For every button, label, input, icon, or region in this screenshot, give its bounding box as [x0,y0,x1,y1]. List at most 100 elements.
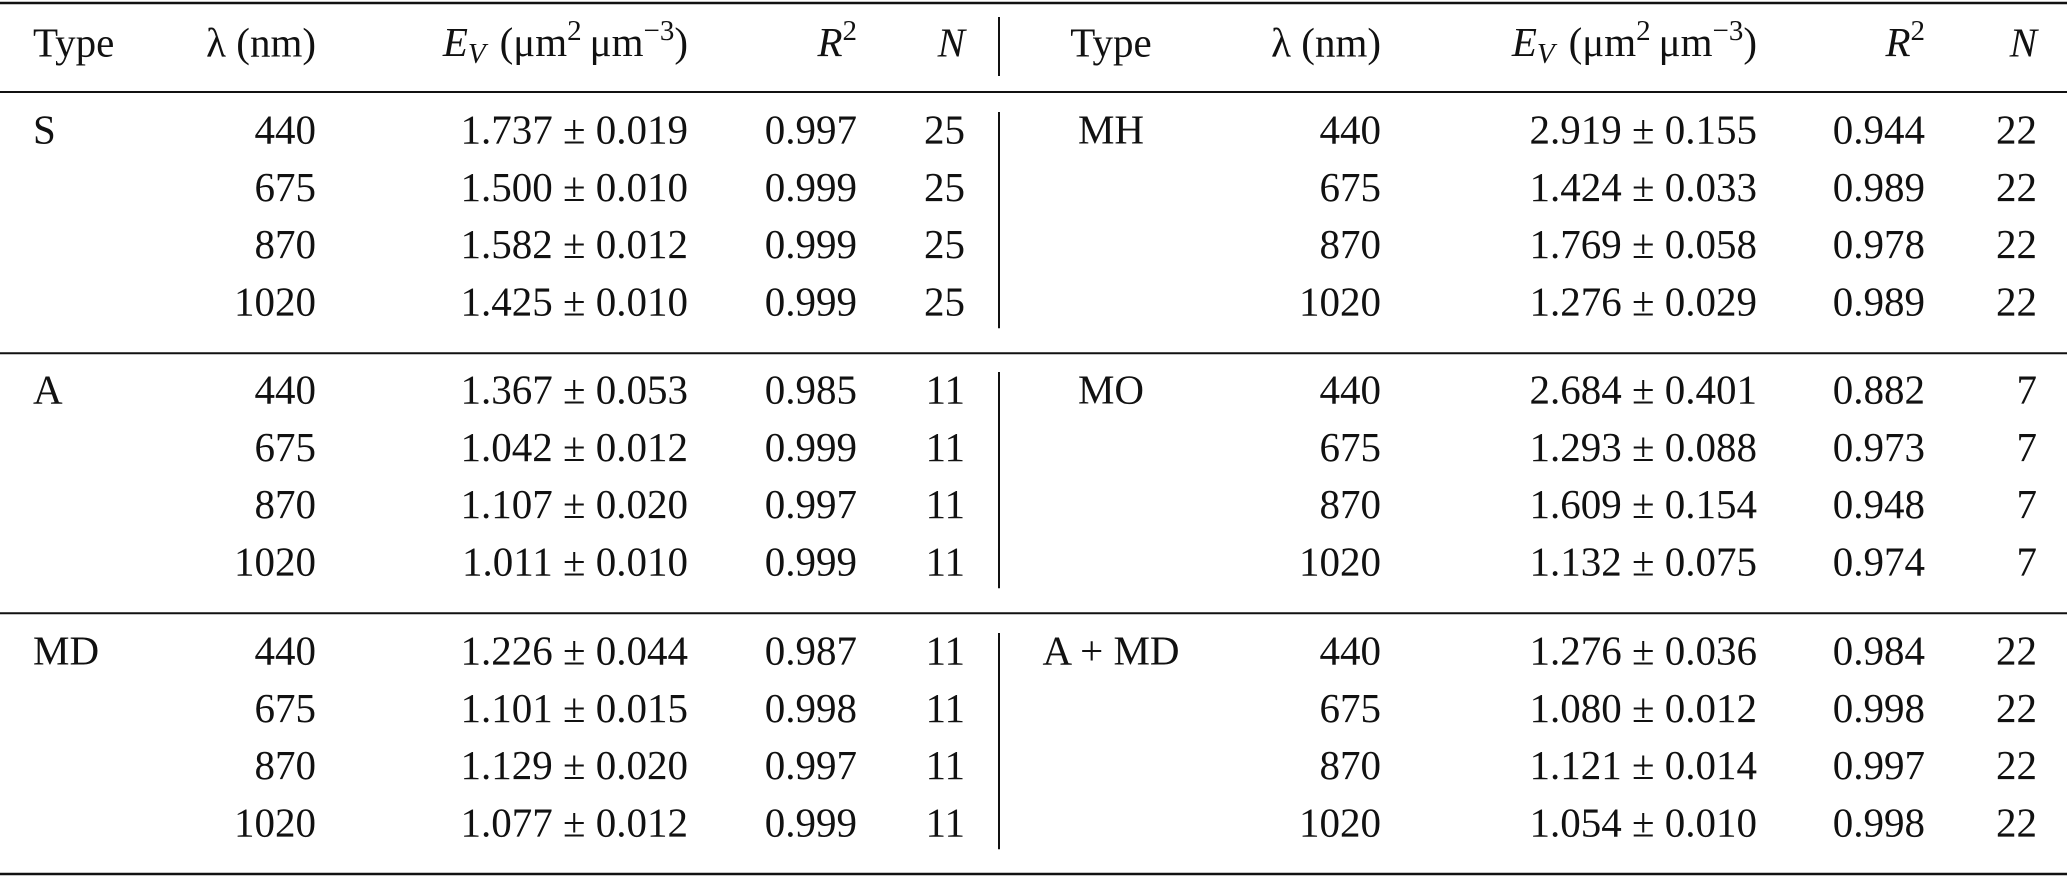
table-cell: 1.276 ± 0.029 [1529,279,1757,325]
table-cell: 440 [255,627,317,673]
table-cell: 1.042 ± 0.012 [460,424,688,470]
table-cell: 22 [1996,742,2037,788]
table-cell: 1.293 ± 0.088 [1529,424,1757,470]
table-cell: 1020 [1299,539,1381,585]
table-cell: 1.226 ± 0.044 [460,627,688,673]
header-cell: Type [33,19,114,65]
table-cell: 0.944 [1833,106,1925,152]
table-cell: 0.997 [765,742,857,788]
table-cell: 870 [255,481,317,527]
header-cell: λ (nm) [206,19,316,65]
table-cell: 1020 [234,279,316,325]
table-cell: 2.684 ± 0.401 [1529,366,1757,412]
table-cell: 440 [1320,366,1382,412]
table-cell: 870 [1320,221,1382,267]
table-cell: 1020 [1299,800,1381,846]
table-cell: 22 [1996,164,2037,210]
table-cell: 1.129 ± 0.020 [460,742,688,788]
table-cell: 0.999 [765,279,857,325]
header-unit: ) [1743,19,1757,65]
table-cell: 0.999 [765,800,857,846]
table-cell: 1020 [1299,279,1381,325]
table-cell: 1.609 ± 0.154 [1529,481,1757,527]
table-cell: 1.425 ± 0.010 [460,279,688,325]
table-cell: 0.998 [1833,800,1925,846]
header-cell: EV (μm2 μm−3) [442,15,688,70]
table-cell: 0.989 [1833,279,1925,325]
header-cell: N [937,19,968,65]
table-cell: 11 [926,800,965,846]
table-cell: 1.500 ± 0.010 [460,164,688,210]
table-cell: 22 [1996,279,2037,325]
table-cell: 22 [1996,221,2037,267]
header-unit: (μm [1569,19,1637,65]
table-cell: 0.987 [765,627,857,673]
table-cell: 25 [924,279,965,325]
header-unit: μm [1659,19,1713,65]
header-symbol: R [1884,19,1910,65]
header-superscript: 2 [567,15,582,47]
type-cell: S [33,106,56,152]
table-cell: 11 [926,627,965,673]
table-cell: 25 [924,164,965,210]
table-cell: 25 [924,106,965,152]
header-superscript: 2 [1911,15,1926,47]
table-cell: 11 [926,481,965,527]
table-cell: 1.582 ± 0.012 [460,221,688,267]
table-cell: 870 [1320,742,1382,788]
table-cell: 0.997 [1833,742,1925,788]
header-cell: N [2009,19,2040,65]
table-cell: 1.276 ± 0.036 [1529,627,1757,673]
table-cell: 440 [1320,106,1382,152]
type-cell: MO [1078,366,1144,412]
table-cell: 1.011 ± 0.010 [462,539,688,585]
table-cell: 1.132 ± 0.075 [1529,539,1757,585]
table-cell: 11 [926,424,965,470]
header-cell: R2 [816,15,857,66]
table-cell: 1.737 ± 0.019 [460,106,688,152]
table-cell: 1020 [234,800,316,846]
type-cell: MD [33,627,99,673]
header-unit: (μm [500,19,568,65]
table-cell: 870 [255,742,317,788]
table-cell: 1020 [234,539,316,585]
header-cell: λ (nm) [1271,19,1381,65]
header-cell: Type [1070,19,1151,65]
table-cell: 22 [1996,800,2037,846]
table-cell: 440 [255,106,317,152]
header-cell: R2 [1884,15,1925,66]
table-cell: 675 [1320,424,1382,470]
table-cell: 675 [1320,164,1382,210]
header-symbol: E [442,19,468,65]
table-cell: 0.999 [765,221,857,267]
table-cell: 0.948 [1833,481,1925,527]
header-superscript: 2 [843,15,858,47]
table-cell: 0.984 [1833,627,1925,673]
table-cell: 0.998 [1833,685,1925,731]
table-cell: 0.999 [765,539,857,585]
table-cell: 22 [1996,627,2037,673]
table-cell: 7 [2017,481,2038,527]
type-cell: A + MD [1042,627,1179,673]
table-cell: 675 [255,164,317,210]
table-cell: 1.080 ± 0.012 [1529,685,1757,731]
header-subscript: V [1537,38,1558,70]
table-cell: 1.054 ± 0.010 [1529,800,1757,846]
table-cell: 440 [255,366,317,412]
table-cell: 2.919 ± 0.155 [1529,106,1757,152]
table-cell: 1.769 ± 0.058 [1529,221,1757,267]
table-cell: 0.999 [765,424,857,470]
table-cell: 0.973 [1833,424,1925,470]
table-cell: 7 [2017,539,2038,585]
table-cell: 0.974 [1833,539,1925,585]
table-cell: 675 [255,424,317,470]
table-cell: 7 [2017,424,2038,470]
table-cell: 870 [255,221,317,267]
table-cell: 11 [926,742,965,788]
header-superscript: −3 [643,15,674,47]
table-cell: 0.985 [765,366,857,412]
table-cell: 0.997 [765,106,857,152]
table-cell: 0.998 [765,685,857,731]
table-cell: 1.107 ± 0.020 [460,481,688,527]
table-cell: 0.997 [765,481,857,527]
